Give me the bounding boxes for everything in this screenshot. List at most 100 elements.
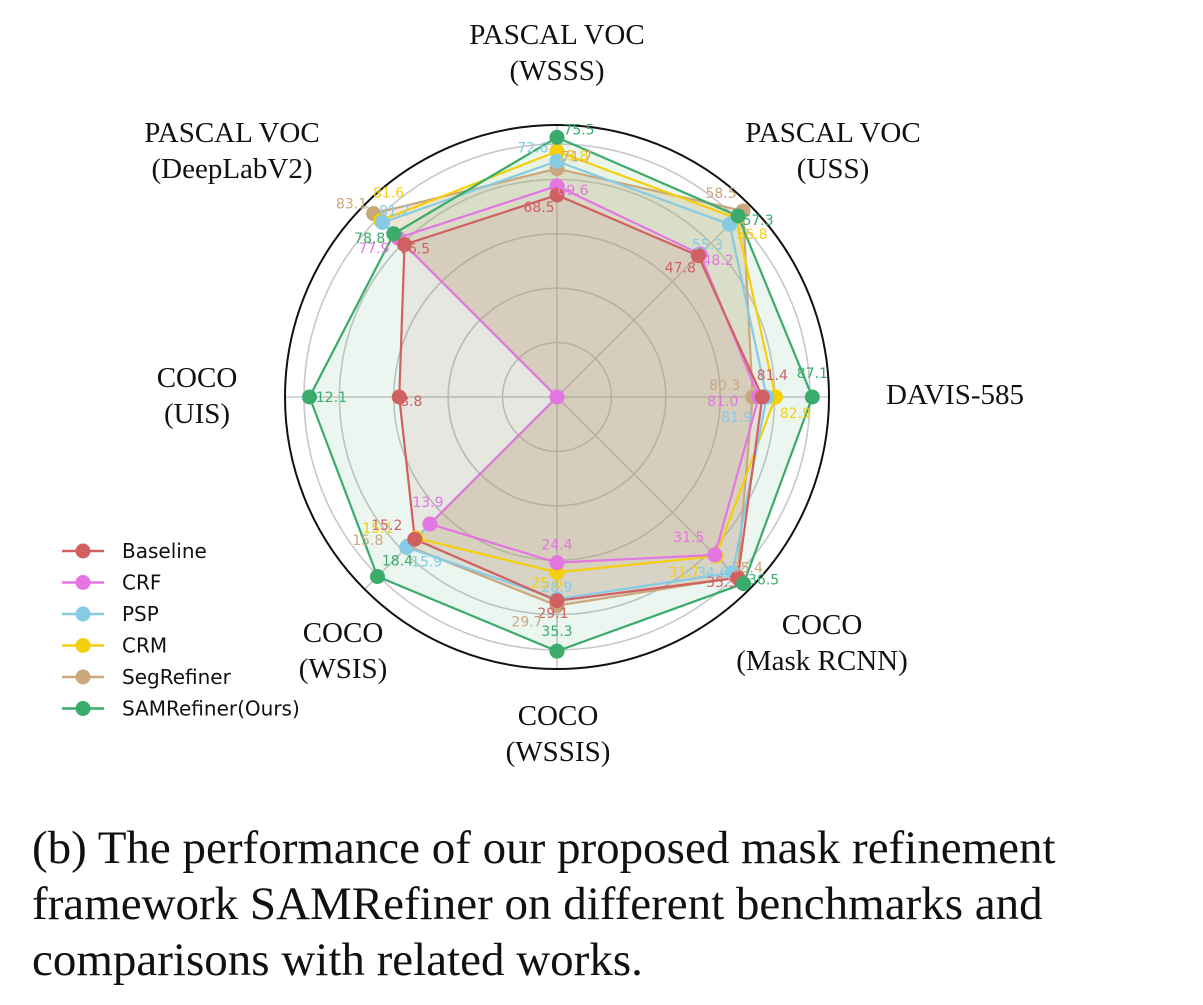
value-label: 8.8 <box>400 394 422 410</box>
value-label: 80.3 <box>709 378 740 394</box>
value-label: 15.9 <box>411 554 442 570</box>
legend-label: CRF <box>122 571 161 595</box>
data-point <box>736 576 752 592</box>
legend-label: CRM <box>122 634 167 658</box>
data-point <box>730 208 746 224</box>
data-point <box>374 214 390 230</box>
value-label: 35.3 <box>541 624 572 640</box>
legend-item: SAMRefiner(Ours) <box>62 697 300 721</box>
value-label: 71.7 <box>561 150 592 166</box>
data-point <box>549 187 565 203</box>
series-points-5 <box>301 129 820 659</box>
series-labels-3: 73.8 56.8 82.9 31.7 25.6 15.1 81.6 <box>362 148 811 591</box>
data-point <box>549 153 565 169</box>
value-label: 55.3 <box>692 237 723 253</box>
axis-label-line: (Mask RCNN) <box>736 645 908 677</box>
value-label: 81.6 <box>373 186 404 202</box>
data-point <box>407 531 423 547</box>
value-label: 82.9 <box>780 406 811 422</box>
data-point <box>391 389 407 405</box>
series-labels-5: 75.5 57.3 87.1 36.5 35.3 18.4 12.1 78.8 <box>316 122 828 640</box>
axis-label-line: COCO <box>782 609 863 641</box>
value-label: 57.3 <box>742 213 773 229</box>
value-label: 25.6 <box>531 575 562 591</box>
axis-label: COCO (WSIS) <box>299 617 388 685</box>
series-labels-4: 71.7 58.5 80.3 35.4 29.7 15.8 83.1 <box>336 150 763 631</box>
value-label: 15.8 <box>352 533 383 549</box>
series-points-0 <box>391 187 770 609</box>
value-label: 58.5 <box>705 186 736 202</box>
value-label: 31.5 <box>673 530 704 546</box>
data-point <box>549 643 565 659</box>
value-label: 73.8 <box>557 148 588 164</box>
axis-label: PASCAL VOC (DeepLabV2) <box>144 117 319 185</box>
axis-label-line: PASCAL VOC <box>745 117 920 149</box>
series-area-2 <box>382 161 767 600</box>
value-label: 15.2 <box>371 518 402 534</box>
grid-spoke <box>556 204 750 398</box>
data-point <box>397 237 413 253</box>
series-labels-2: 72.6 55.3 81.9 34.6 28.9 15.9 81.2 <box>379 140 752 596</box>
value-label: 68.5 <box>523 200 554 216</box>
axis-label-line: (WSSIS) <box>506 736 611 768</box>
value-label: 34.6 <box>697 566 728 582</box>
data-point <box>549 389 565 405</box>
legend-label: SAMRefiner(Ours) <box>122 697 300 721</box>
legend-item: Baseline <box>62 539 207 563</box>
data-point <box>804 389 820 405</box>
value-label: 81.9 <box>721 410 752 426</box>
axis-label: DAVIS-585 <box>886 379 1024 411</box>
legend-item: CRF <box>62 571 161 595</box>
value-label: 29.7 <box>511 615 542 631</box>
axis-label: PASCAL VOC (USS) <box>745 117 920 185</box>
series-area-4 <box>373 168 753 606</box>
legend-marker <box>75 701 91 716</box>
axis-label-line: DAVIS-585 <box>886 379 1024 411</box>
figure-caption: (b) The performance of our proposed mask… <box>32 822 1056 986</box>
value-label: 72.6 <box>517 140 548 156</box>
axis-label: COCO (WSSIS) <box>506 700 611 768</box>
legend-marker <box>75 606 91 622</box>
radar-chart: 68.5 47.8 81.4 35.5 29.1 15.2 8.8 76.5 69.6 48.2 8… <box>62 19 1024 768</box>
data-point <box>707 547 723 563</box>
value-label: 56.8 <box>736 227 767 243</box>
value-label: 28.9 <box>541 580 572 596</box>
series-labels-1: 69.6 48.2 81.0 31.5 24.4 13.9 77.9 <box>358 183 738 554</box>
data-point <box>422 516 438 532</box>
legend-item: PSP <box>62 602 159 626</box>
axis-label-line: COCO <box>157 362 238 394</box>
data-point <box>549 129 565 145</box>
value-label: 18.4 <box>382 554 413 570</box>
value-label: 83.1 <box>336 197 367 213</box>
legend-label: PSP <box>122 602 159 626</box>
value-label: 13.9 <box>412 495 443 511</box>
legend-marker <box>75 543 91 559</box>
series-area-1 <box>397 185 759 563</box>
radar-frame <box>284 124 830 670</box>
value-label: 35.5 <box>706 575 737 591</box>
axis-label-line: (WSSS) <box>509 55 604 87</box>
value-label: 81.0 <box>707 394 738 410</box>
value-label: 24.4 <box>541 538 572 554</box>
value-label: 29.1 <box>537 606 568 622</box>
axis-label-line: (WSIS) <box>299 653 388 685</box>
legend-item: CRM <box>62 634 167 658</box>
value-label: 81.4 <box>757 368 788 384</box>
axis-label: COCO (UIS) <box>157 362 238 430</box>
axis-label-line: (USS) <box>797 153 870 185</box>
data-point <box>369 569 385 585</box>
axis-label: COCO (Mask RCNN) <box>736 609 908 677</box>
data-point <box>549 593 565 609</box>
legend-label: SegRefiner <box>122 665 232 689</box>
legend: Baseline CRF PSP CRM SegRefiner SAMRefiner(Ou… <box>62 539 300 721</box>
series-fills <box>309 137 813 652</box>
axis-labels: PASCAL VOC (WSSS) PASCAL VOC (USS) DAVIS-585… <box>144 19 1024 768</box>
data-point <box>754 389 770 405</box>
axis-label: PASCAL VOC (WSSS) <box>469 19 644 87</box>
data-point <box>549 555 565 571</box>
value-label: 78.8 <box>354 231 385 247</box>
value-label: 77.9 <box>358 241 389 257</box>
legend-label: Baseline <box>122 539 207 563</box>
value-label: 76.5 <box>399 242 430 258</box>
value-label: 15.1 <box>362 521 393 537</box>
